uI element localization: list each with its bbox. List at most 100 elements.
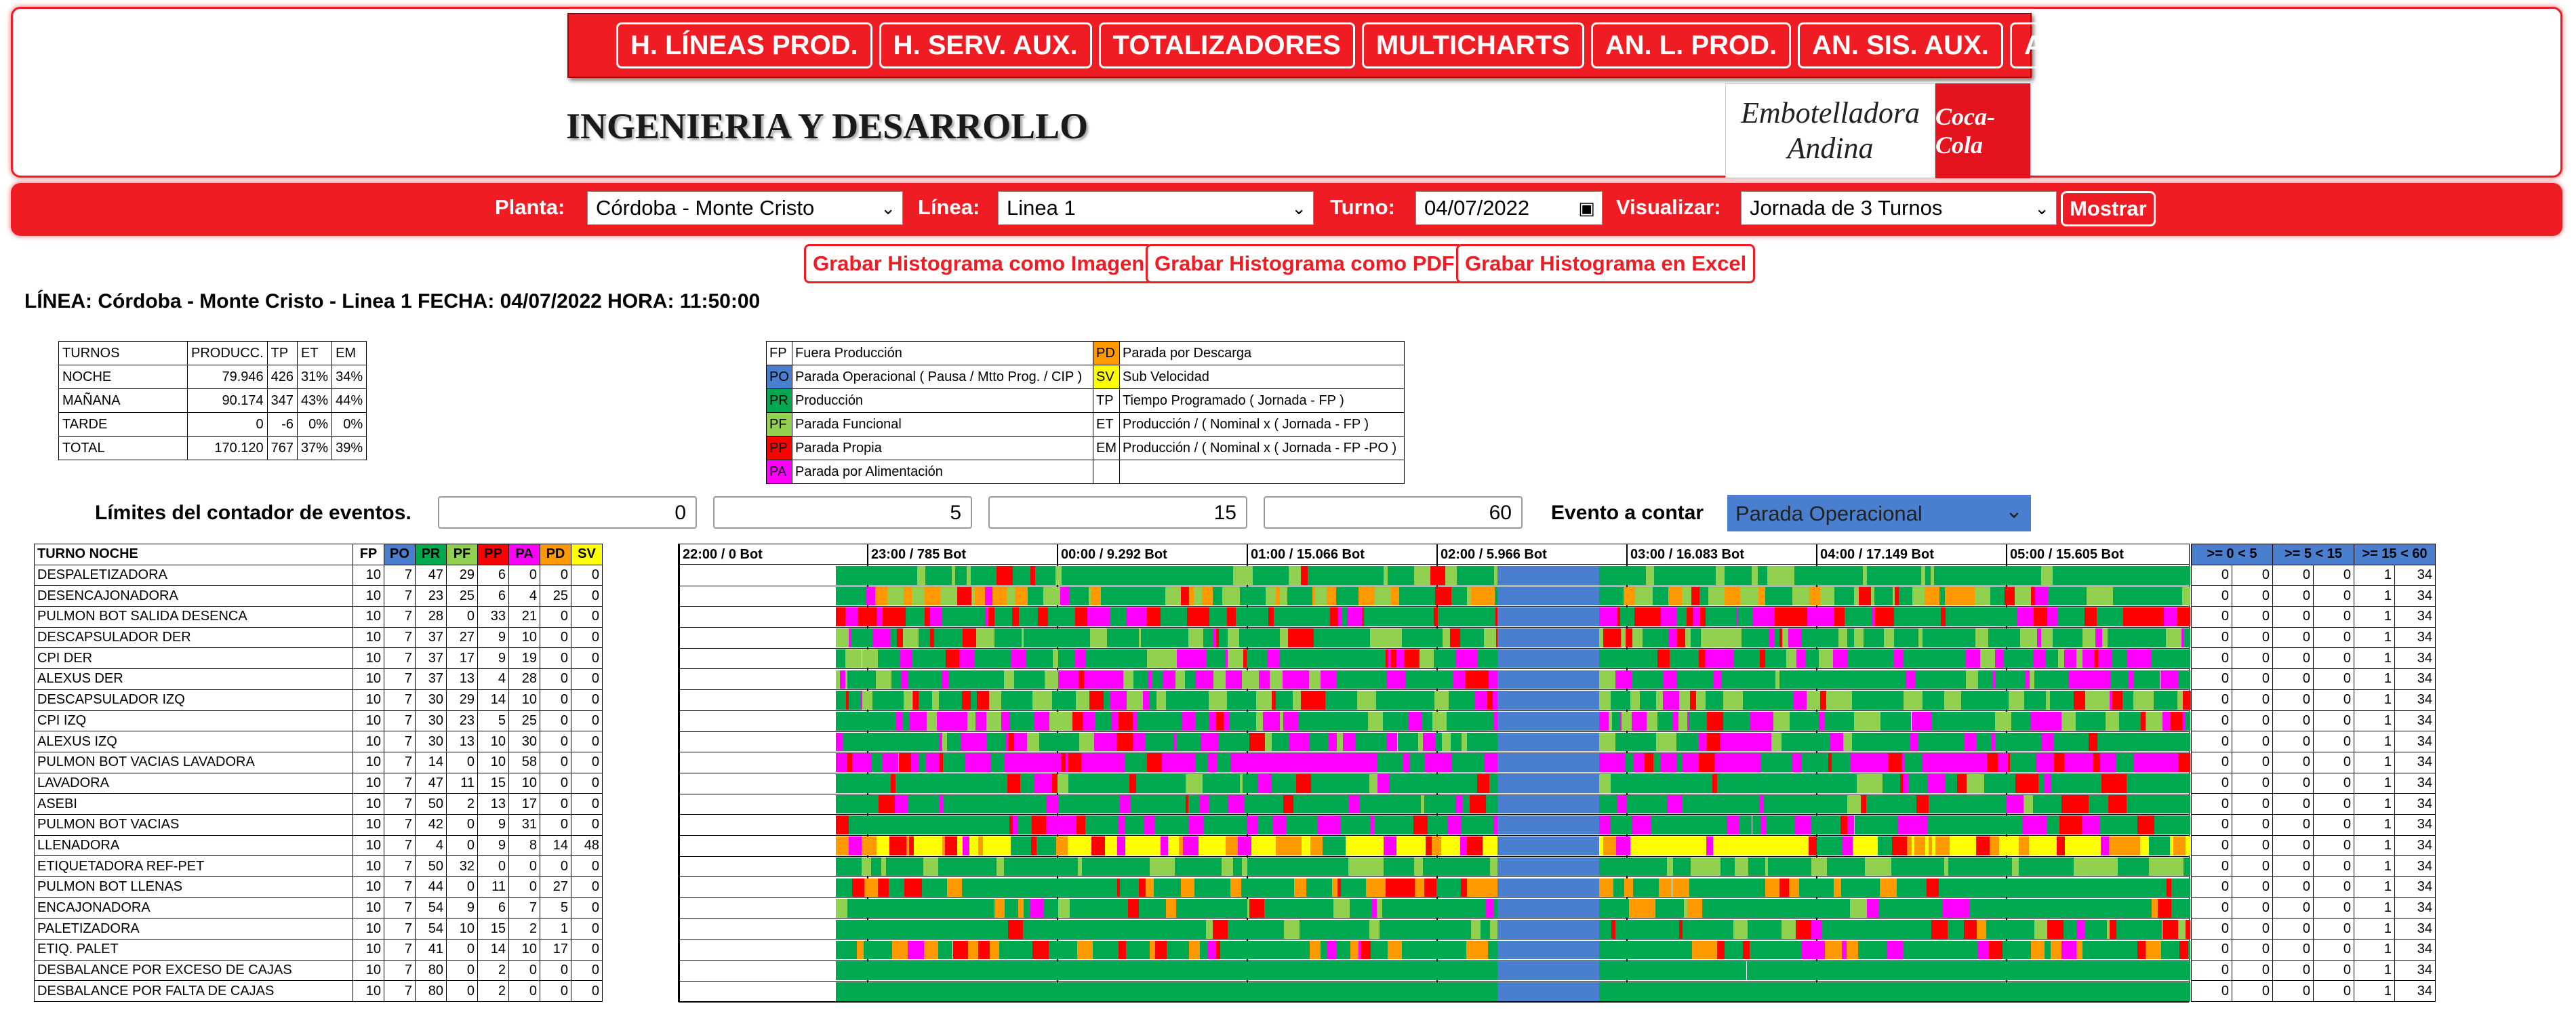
segment-pr (968, 670, 976, 689)
visualizar-select[interactable]: Jornada de 3 Turnos ⌄ (1741, 191, 2057, 225)
turno-date-input[interactable]: 04/07/2022 ▣ (1415, 191, 1603, 225)
counter-limit-2[interactable]: 5 (713, 496, 972, 529)
event-count-cell: 34 (2394, 980, 2436, 1003)
segment-pr (2154, 794, 2183, 814)
mostrar-button[interactable]: Mostrar (2061, 191, 2156, 226)
segment-pa (1995, 649, 2005, 668)
segment-pr (2002, 940, 2031, 960)
segment-pr (889, 899, 915, 918)
segment-pp (1012, 607, 1020, 627)
counter-limit-4[interactable]: 60 (1264, 496, 1523, 529)
line-table-value: 0 (446, 606, 478, 628)
segment-pr (1849, 982, 1858, 1001)
line-table-value: 7 (384, 585, 416, 607)
event-select[interactable]: Parada Operacional ⌄ (1727, 495, 2031, 531)
segment-sv (957, 836, 963, 855)
segment-pf (1841, 691, 1845, 710)
segment-pr (1842, 857, 1865, 876)
event-count-cell: 0 (2191, 689, 2232, 711)
segment-pa (1925, 711, 1932, 731)
nav-an-sis-aux[interactable]: AN. SIS. AUX. (1798, 22, 2003, 68)
segment-pr (870, 857, 882, 876)
line-table-value: 7 (384, 626, 416, 649)
segment-pf (1413, 857, 1424, 876)
segment-pf (1975, 628, 1988, 647)
segment-pa (965, 753, 971, 772)
segment-pr (1786, 794, 1811, 814)
segment-pr (1989, 857, 1996, 876)
segment-pp (2043, 607, 2048, 627)
nav-an-l-prod[interactable]: AN. L. PROD. (1590, 22, 1792, 68)
segment-po (1497, 961, 1599, 980)
nav-h-lineas-prod[interactable]: H. LÍNEAS PROD. (616, 22, 872, 68)
nav-totalizadores[interactable]: TOTALIZADORES (1098, 22, 1355, 68)
segment-pf (1820, 586, 1824, 606)
segment-pr (2097, 878, 2124, 897)
segment-sv (1773, 836, 1790, 855)
segment-pd (904, 586, 912, 606)
segment-pr (1241, 878, 1249, 897)
counter-limit-1[interactable]: 0 (438, 496, 697, 529)
segment-pp (1300, 566, 1308, 585)
segment-pr (1305, 607, 1330, 627)
event-count-row: 0 0 0 0 1 34 (2191, 813, 2436, 836)
segment-sv (1963, 836, 1977, 855)
counter-limit-3[interactable]: 15 (988, 496, 1247, 529)
segment-pa (1090, 607, 1105, 627)
segment-pr (1682, 919, 1709, 939)
planta-select[interactable]: Córdoba - Monte Cristo ⌄ (587, 191, 903, 225)
segment-sv (2186, 836, 2190, 855)
segment-pa (970, 753, 982, 772)
segment-pp (2123, 607, 2139, 627)
save-excel-button[interactable]: Grabar Histograma en Excel (1456, 244, 1756, 283)
segment-pf (836, 628, 849, 647)
line-table-value: 0 (540, 731, 571, 752)
segment-pr (943, 753, 965, 772)
segment-pr (903, 815, 933, 835)
calendar-icon: ▣ (1578, 198, 1595, 218)
segment-pr (1760, 919, 1782, 939)
segment-pr (2154, 815, 2179, 835)
segment-pr (941, 899, 967, 918)
line-table-value: 4 (415, 834, 447, 857)
segment-pr (1767, 857, 1791, 876)
segment-pp (1626, 628, 1632, 647)
segment-pr (1988, 628, 2021, 647)
segment-pd (1624, 878, 1634, 897)
segment-pr (1971, 857, 1990, 876)
segment-pa (1887, 940, 1904, 960)
save-image-button[interactable]: Grabar Histograma como Imagen (804, 244, 1154, 283)
segment-pa (1719, 732, 1734, 752)
segment-pr (1902, 919, 1925, 939)
segment-pa (1796, 649, 1806, 668)
segment-pr (1166, 691, 1179, 710)
segment-pa (1727, 815, 1739, 835)
linea-select[interactable]: Linea 1 ⌄ (998, 191, 1314, 225)
segment-pr (2032, 794, 2062, 814)
legend-text: Parada Funcional (792, 412, 1093, 437)
timeline-row (679, 752, 2190, 773)
segment-pr (1657, 961, 1672, 980)
nav-an-tot[interactable]: AN. TOT. (2009, 22, 2151, 68)
segment-pf (1161, 649, 1178, 668)
segment-pa (1371, 899, 1377, 918)
segment-pa (1847, 815, 1855, 835)
event-count-cell: 34 (2394, 606, 2436, 628)
segment-pa (1323, 815, 1340, 835)
segment-pa (1455, 794, 1462, 814)
segment-pr (1092, 815, 1119, 835)
segment-pf (2046, 691, 2050, 710)
save-pdf-button[interactable]: Grabar Histograma como PDF (1146, 244, 1464, 283)
histogram-timeline: 22:00 / 0 Bot 23:00 / 785 Bot 00:00 / 9.29… (678, 544, 2190, 1003)
segment-pa (2133, 649, 2139, 668)
nav-multicharts[interactable]: MULTICHARTS (1361, 22, 1584, 68)
segment-pr (1625, 649, 1631, 668)
segment-pd (968, 940, 978, 960)
event-count-cell: 1 (2354, 564, 2395, 586)
nav-h-serv-aux[interactable]: H. SERV. AUX. (879, 22, 1092, 68)
segment-pa (1769, 607, 1775, 627)
line-table-value: 23 (415, 585, 447, 607)
event-count-cell: 0 (2232, 813, 2273, 836)
segment-pa (1116, 691, 1125, 710)
segment-pr (2155, 566, 2186, 585)
